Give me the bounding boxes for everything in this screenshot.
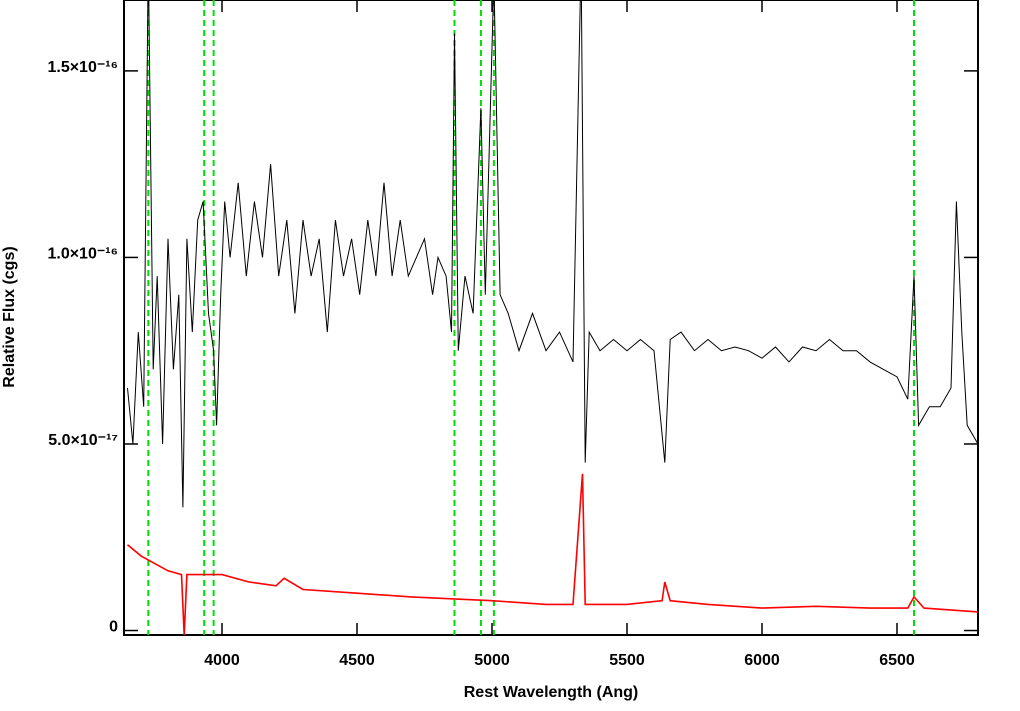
plot-frame xyxy=(123,0,979,636)
spectrum-line xyxy=(127,0,978,508)
x-tick-label: 4500 xyxy=(339,652,375,669)
y-tick-label: 1.0×10⁻¹⁶ xyxy=(47,246,118,263)
x-tick-label: 4000 xyxy=(204,652,240,669)
x-tick-label: 5000 xyxy=(474,652,510,669)
y-tick-label: 0 xyxy=(109,619,118,636)
x-tick-label: 6000 xyxy=(744,652,780,669)
y-axis-label: Relative Flux (cgs) xyxy=(1,246,18,387)
x-axis-label: Rest Wavelength (Ang) xyxy=(464,684,639,701)
x-tick-label: 5500 xyxy=(609,652,645,669)
plot-area xyxy=(126,0,978,635)
x-tick-label: 6500 xyxy=(879,652,915,669)
spectrum-line xyxy=(126,473,978,635)
y-tick-label: 5.0×10⁻¹⁷ xyxy=(48,432,118,449)
y-tick-label: 1.5×10⁻¹⁶ xyxy=(47,59,118,76)
